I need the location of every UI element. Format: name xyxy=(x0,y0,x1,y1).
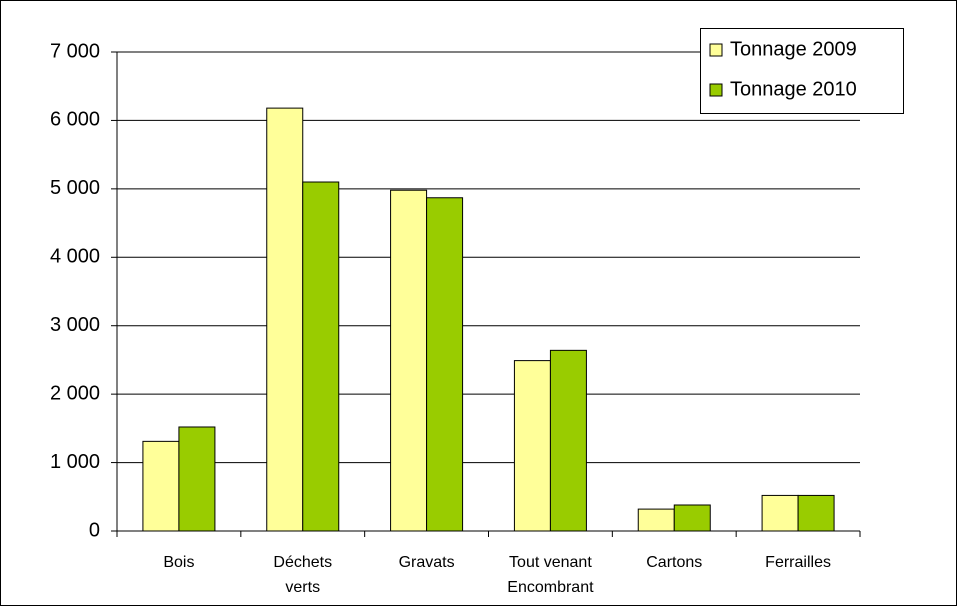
bar xyxy=(426,197,464,532)
legend-swatch xyxy=(709,83,723,97)
y-tick-label: 4 000 xyxy=(50,246,100,268)
y-tick-label: 2 000 xyxy=(50,382,100,404)
legend-box xyxy=(700,28,904,114)
bar xyxy=(178,426,216,532)
bar xyxy=(390,189,428,532)
y-tick-label: 7 000 xyxy=(50,40,100,62)
x-tick-label: Gravats xyxy=(399,554,455,571)
x-tick-label-line: Cartons xyxy=(646,554,702,571)
x-tick-label: Bois xyxy=(163,554,194,571)
x-tick-label: Ferrailles xyxy=(765,554,831,571)
y-tick-label: 6 000 xyxy=(50,109,100,131)
bar xyxy=(797,494,835,532)
bar xyxy=(637,508,675,532)
legend-label: Tonnage 2009 xyxy=(730,38,857,60)
bar xyxy=(673,504,711,532)
y-tick-label: 3 000 xyxy=(50,314,100,336)
x-tick-label-line: verts xyxy=(285,579,320,596)
y-tick-label: 5 000 xyxy=(50,177,100,199)
x-tick-label: Déchets verts xyxy=(273,554,332,596)
bar xyxy=(302,181,340,532)
x-tick-label: Tout venant Encombrant xyxy=(507,554,594,596)
legend-swatch xyxy=(709,43,723,57)
y-tick-label: 0 xyxy=(89,519,100,541)
x-tick-label: Cartons xyxy=(646,554,702,571)
x-tick-label-line: Ferrailles xyxy=(765,554,831,571)
y-tick-label: 1 000 xyxy=(50,451,100,473)
bar xyxy=(549,349,587,532)
legend-label: Tonnage 2010 xyxy=(730,78,857,100)
bar xyxy=(761,494,799,532)
bar xyxy=(142,440,180,532)
x-tick-label-line: Déchets xyxy=(273,554,332,571)
x-tick-label-line: Tout venant xyxy=(509,554,592,571)
bar xyxy=(513,360,551,532)
bar xyxy=(266,107,304,532)
x-tick-label-line: Bois xyxy=(163,554,194,571)
x-tick-label-line: Gravats xyxy=(399,554,455,571)
x-tick-label-line: Encombrant xyxy=(507,579,594,596)
